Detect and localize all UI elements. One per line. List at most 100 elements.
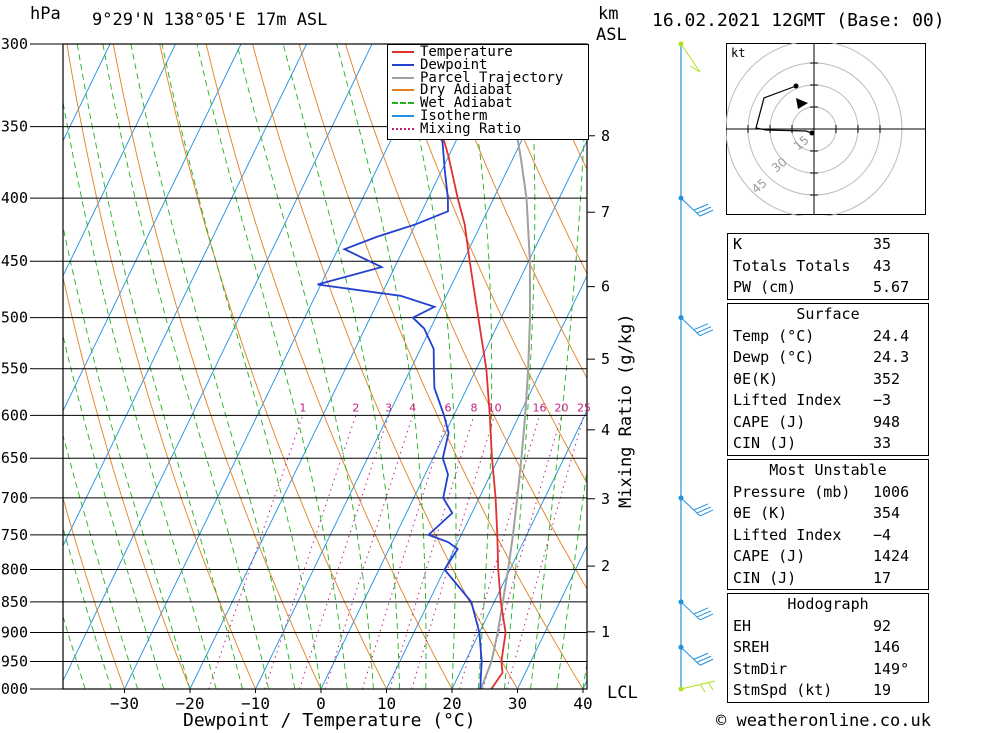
surface-value: 948: [873, 412, 901, 431]
wind-barb: [680, 680, 716, 693]
legend-item: Parcel Trajectory: [392, 69, 564, 86]
isotherm-line: [63, 44, 176, 277]
mixing-ratio-tick-label: 8: [470, 401, 477, 414]
pressure-tick-label: 700: [1, 489, 28, 507]
hodo-value: 146: [873, 638, 901, 656]
legend-item: Temperature: [392, 44, 513, 60]
surface-box: Surface Temp (°C) 24.4 Dewp (°C) 24.3 θE(K…: [727, 303, 929, 456]
mu-key: θE (K): [733, 504, 788, 522]
dry-adiabat-line: [112, 44, 322, 689]
isotherm-line: [63, 44, 242, 412]
temperature-tick-label: 40: [573, 694, 592, 713]
dry-adiabat-line: [484, 44, 587, 275]
wind-barb: [680, 197, 714, 217]
surface-key: θE(K): [733, 369, 779, 388]
mu-key: Pressure (mb): [733, 482, 851, 501]
isotherm-line: [255, 44, 569, 689]
hodo-value: 19: [873, 681, 892, 699]
pressure-tick-label: 650: [1, 449, 28, 467]
legend-item: Wet Adiabat: [392, 95, 513, 112]
surface-value: 352: [873, 369, 901, 388]
indices-top: K 35 Totals Totals 43 PW (cm) 5.67: [727, 233, 929, 300]
dry-adiabat-line: [345, 44, 587, 590]
mu-value: 17: [873, 568, 892, 587]
surface-key: CIN (J): [733, 434, 797, 452]
mixing-ratio-line: [506, 415, 585, 689]
mixing-ratio-line: [459, 415, 540, 689]
temperature-tick-label: −20: [176, 694, 205, 713]
mixing-ratio-tick-label: 25: [577, 401, 591, 414]
totals-totals-value: 43: [873, 256, 892, 275]
legend-item: Dewpoint: [392, 58, 487, 72]
mixing-ratio-line: [264, 415, 357, 689]
legend-swatch: [392, 89, 414, 92]
pressure-tick-label: 850: [1, 593, 28, 611]
hodograph-box: Hodograph EH 92 SREH 146 StmDir 149° StmSpd…: [727, 593, 929, 703]
pressure-tick-label: 950: [1, 653, 28, 671]
dry-adiabat-line: [984, 26, 1000, 689]
mixing-ratio-tick-label: 16: [533, 401, 547, 414]
legend-item: Isotherm: [392, 109, 487, 123]
wet-adiabat-line: [76, 44, 243, 689]
credit-link[interactable]: © weatheronline.co.uk: [716, 711, 931, 731]
mu-key: Lifted Index: [733, 525, 842, 544]
legend-label: Wet Adiabat: [420, 95, 513, 112]
mixing-ratio-line: [389, 415, 475, 689]
isotherm-line: [189, 44, 504, 689]
lcl-label: LCL: [607, 683, 638, 703]
wind-barb: [680, 497, 714, 517]
pressure-tick-label: 800: [1, 560, 28, 578]
km-tick-labels: 1 2 3 4 5 6 7 8: [587, 127, 610, 641]
surface-value: 33: [873, 434, 892, 452]
mixing-ratio-tick-label: 4: [409, 401, 416, 414]
temperature-tick-labels: −30 −20 −10 0 10 20 30 40: [110, 689, 593, 713]
legend-label: Dry Adiabat: [420, 82, 513, 99]
surface-title: Surface: [796, 305, 860, 323]
hodograph-title: Hodograph: [787, 595, 869, 613]
totals-totals-label: Totals Totals: [733, 256, 851, 275]
most-unstable-title: Most Unstable: [769, 461, 887, 479]
pressure-tick-label: 300: [1, 35, 28, 53]
km-tick-label: 3: [601, 490, 610, 508]
pressure-tick-label: 450: [1, 252, 28, 270]
isotherm-line: [451, 409, 587, 689]
pressure-tick-label: 750: [1, 526, 28, 544]
dry-adiabat-line: [63, 275, 191, 689]
mixing-ratio-line: [324, 415, 414, 689]
location-title: 9°29'N 138°05'E 17m ASL: [92, 10, 328, 30]
temperature-tick-label: −10: [241, 694, 270, 713]
legend-swatch: [392, 76, 414, 79]
parcel-trajectory-profile: [479, 126, 532, 689]
wind-barbs: [678, 41, 716, 693]
pw-value: 5.67: [873, 278, 910, 296]
mu-value: 1424: [873, 547, 910, 565]
hodograph-unit: kt: [731, 46, 746, 60]
hodo-key: EH: [733, 616, 752, 635]
temperature-tick-label: −30: [110, 694, 139, 713]
units-km: km: [598, 4, 619, 24]
mixing-ratio-tick-label: 3: [385, 401, 392, 414]
mixing-ratio-tick-label: 1: [299, 401, 306, 414]
wind-barb: [680, 646, 714, 666]
mu-value: 354: [873, 504, 901, 522]
wet-adiabat-line: [130, 44, 296, 689]
temperature-tick-label: 0: [316, 694, 326, 713]
legend-swatch: [392, 127, 414, 130]
surface-value: 24.4: [873, 326, 910, 345]
mu-key: CIN (J): [733, 568, 797, 587]
isotherm-line: [320, 139, 587, 689]
legend-item: Dry Adiabat: [392, 82, 513, 99]
dry-adiabat-line: [391, 44, 587, 485]
km-tick-label: 8: [601, 127, 610, 145]
legend-label: Parcel Trajectory: [420, 69, 564, 86]
mu-key: CAPE (J): [733, 547, 806, 565]
legend-label: Temperature: [420, 44, 513, 60]
units-asl: ASL: [596, 25, 627, 45]
km-tick-label: 4: [601, 421, 610, 439]
km-tick-label: 2: [601, 557, 610, 575]
hodograph-trace: [755, 85, 813, 134]
hodo-value: 149°: [873, 659, 910, 678]
mixing-ratio-labels: 1 2 3 4 6 8 10 16 20 25: [299, 401, 591, 414]
